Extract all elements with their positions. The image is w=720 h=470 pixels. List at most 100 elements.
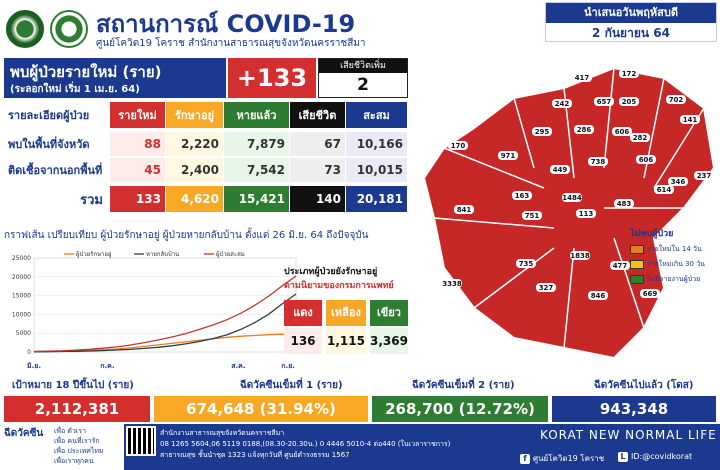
y-tick-label: 5000 (16, 330, 31, 337)
table-cell: 88 (110, 132, 166, 156)
facebook-link[interactable]: f ศูนย์โควิด19 โคราช (520, 452, 604, 465)
district-count-bg (694, 171, 714, 180)
table-cell: 20,181 (346, 186, 408, 212)
district-count-bg (498, 151, 518, 160)
legend-label: รายใหม่ใน 14 วัน (647, 245, 702, 253)
district-count: 614 (657, 186, 672, 194)
line-chart: 25000 20000 15000 10000 5000 0 ผู้ป่วยรักษาอยู… (12, 251, 297, 370)
address-line: สำนักงานสาธารณสุขจังหวัดนครราชสีมา (160, 429, 285, 437)
table-cell: 7,879 (224, 132, 290, 156)
district-count: 735 (519, 260, 534, 268)
district-count-bg (619, 97, 639, 106)
district-count-bg (619, 69, 639, 78)
legend-item: ไม่มีรายงานผู้ป่วย (630, 274, 720, 285)
red-label: แดง (284, 300, 322, 326)
district-count: 477 (613, 262, 628, 270)
legend-title: ไม่พบผู้ป่วย (630, 229, 674, 239)
yellow-value: 1,115 (326, 328, 366, 354)
district-count: 172 (622, 70, 637, 78)
district-count-bg (594, 97, 614, 106)
district-count-bg (522, 211, 542, 220)
yellow-label: เหลือง (326, 300, 366, 326)
district-count: 286 (577, 126, 592, 134)
district-count: 295 (535, 128, 550, 136)
table-cell: 73 (290, 158, 346, 182)
provincial-seal-logo (6, 10, 44, 48)
district-count-bg (512, 191, 532, 200)
district-count: 751 (525, 212, 540, 220)
y-tick-label: 15000 (12, 293, 31, 300)
legend-swatch (630, 260, 644, 269)
vaccine-dose2-label: ฉีดวัคซีนเข็มที่ 2 (ราย) (412, 380, 515, 391)
row-label: พบในพื้นที่จังหวัด (4, 132, 110, 156)
district-count: 841 (457, 206, 472, 214)
district-count-bg (588, 157, 608, 166)
district-count-bg (532, 127, 552, 136)
table-cell: 15,421 (224, 186, 290, 212)
death-new-box: เสียชีวิตเพิ่ม 2 (318, 58, 408, 98)
campaign-line: เพื่อ ตัวเรา (54, 427, 86, 435)
district-borders (433, 67, 705, 349)
qr-code-icon (126, 426, 156, 456)
map-legend: ไม่พบผู้ป่วย รายใหม่ใน 14 วัน รายใหม่เกิ… (630, 226, 720, 285)
new-patients-banner: พบผู้ป่วยรายใหม่ (ราย) (ระลอกใหม่ เริ่ม … (4, 58, 226, 98)
district-count-bg (636, 155, 656, 164)
table-cell: 2,400 (166, 158, 224, 182)
district-count: 971 (501, 152, 516, 160)
month-label: มิ.ย. (27, 362, 41, 370)
legend-label: ผู้ป่วยรักษาอยู่ (76, 251, 112, 258)
new-count-box: +133 (228, 58, 316, 98)
campaign-line: เพื่อ คนที่เรารัก (54, 437, 100, 445)
chart-title: กราฟเส้น เปรียบเทียบ ผู้ป่วยรักษาอยู่ ผู… (4, 230, 369, 241)
legend-swatch (630, 275, 644, 284)
district-count: 483 (617, 200, 632, 208)
vaccine-target-label: เป้าหมาย 18 ปีขึ้นไป (ราย) (12, 380, 134, 391)
district-count: 346 (671, 178, 686, 186)
table-header: รายใหม่ (110, 102, 166, 128)
date-label: นำเสนอวันพฤหัสบดี (546, 3, 716, 23)
line-id: ID:@covidkorat (631, 452, 693, 461)
district-count: 1838 (570, 252, 590, 260)
date-value: 2 กันยายน 64 (592, 26, 670, 40)
month-label: ส.ค. (231, 362, 245, 370)
table-total-row: รวม 133 4,620 15,421 140 20,181 (4, 186, 408, 212)
campaign-title: ฉีดวัคซีน (4, 428, 44, 439)
district-count-bg (576, 209, 596, 218)
table-header: รายละเอียดผู้ป่วย (4, 102, 110, 128)
brand-slogan: KORAT NEW NORMAL LIFE (540, 428, 717, 442)
district-count-bg (588, 291, 608, 300)
page-subtitle: ศูนย์โควิด19 โคราช สำนักงานสาธารณสุขจังห… (96, 38, 366, 49)
district-count-bg (552, 99, 572, 108)
line-link[interactable]: L ID:@covidkorat (618, 452, 692, 462)
district-count-bg (612, 127, 632, 136)
row-label: ติดเชื้อจากนอกพื้นที่ (4, 158, 110, 182)
table-row: ติดเชื้อจากนอกพื้นที่ 45 2,400 7,542 73 … (4, 158, 408, 182)
new-patients-title: พบผู้ป่วยรายใหม่ (ราย) (10, 63, 162, 81)
new-patients-subtitle: (ระลอกใหม่ เริ่ม 1 เม.ย. 64) (10, 84, 140, 95)
line-icon: L (618, 452, 628, 462)
table-cell: 133 (110, 186, 166, 212)
total-label: รวม (4, 186, 110, 212)
district-count: 1484 (562, 194, 582, 202)
vaccine-target-value: 2,112,381 (4, 396, 150, 422)
vaccine-total-label: ฉีดวัคซีนไปแล้ว (โดส) (594, 380, 694, 391)
green-value: 3,369 (370, 328, 408, 354)
district-count-bg (654, 185, 674, 194)
table-header-row: รายละเอียดผู้ป่วย รายใหม่ รักษาอยู่ หายแ… (4, 102, 408, 128)
ministry-health-logo (50, 10, 88, 48)
district-count-bg (570, 251, 590, 260)
legend-item: รายใหม่ใน 14 วัน (630, 244, 720, 255)
series-line (33, 275, 297, 353)
district-count-bg (536, 283, 556, 292)
plot-area (33, 257, 297, 353)
hospital-classification: ประเภทผู้ป่วยยังรักษาอยู่ ตามนิยามของกรม… (284, 264, 410, 374)
vaccine-dose1-label: ฉีดวัคซีนเข็มที่ 1 (ราย) (240, 380, 343, 391)
legend-item: รายใหม่เกิน 30 วัน (630, 259, 720, 270)
district-count: 170 (451, 142, 466, 150)
green-label: เขียว (370, 300, 408, 326)
district-count: 846 (591, 292, 606, 300)
legend-label: ไม่มีรายงานผู้ป่วย (647, 275, 701, 283)
campaign-line: เพื่อ ประเทศไทย (54, 447, 104, 455)
date-box: นำเสนอวันพฤหัสบดี 2 กันยายน 64 (545, 2, 717, 42)
month-label: ก.ค. (100, 362, 114, 370)
